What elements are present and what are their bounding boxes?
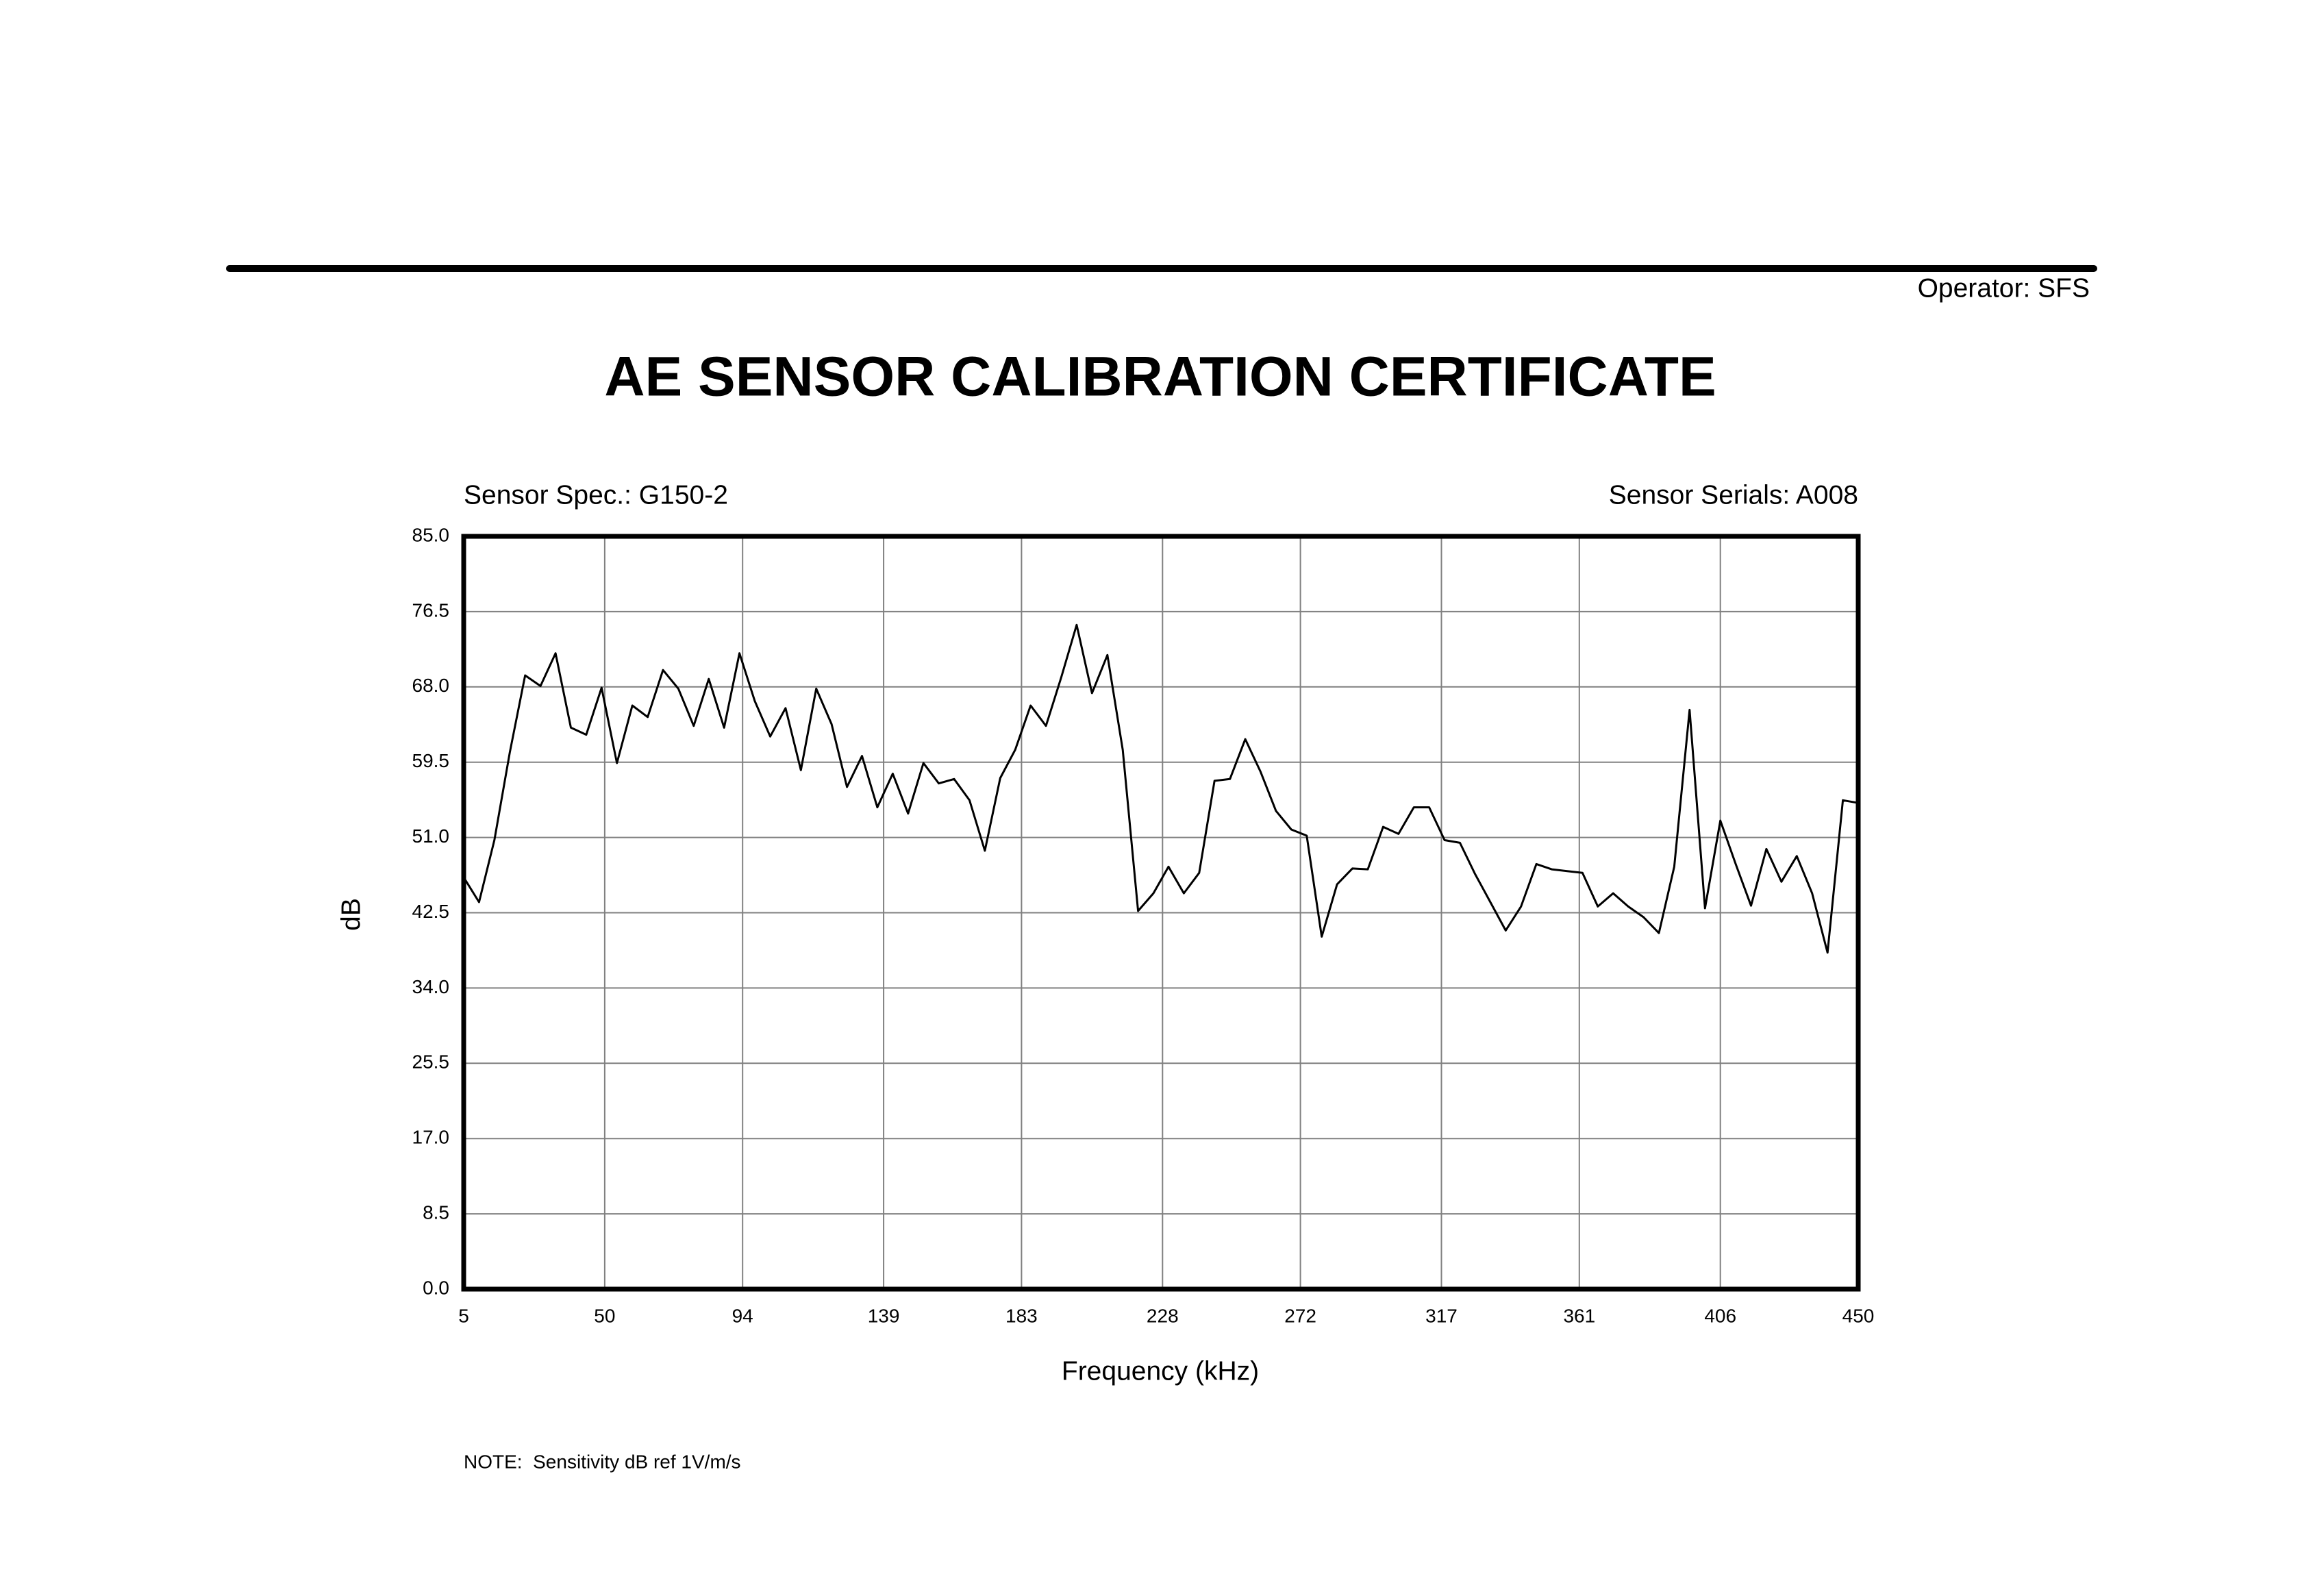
y-axis-label: dB: [336, 898, 366, 931]
x-tick-label: 183: [1005, 1305, 1038, 1326]
data-line: [462, 623, 1859, 954]
x-tick-label: 317: [1425, 1305, 1458, 1326]
sensor-serials: Sensor Serials: A008: [1609, 480, 1858, 510]
x-tick-label: 272: [1284, 1305, 1316, 1326]
y-tick-label: 85.0: [412, 524, 450, 545]
x-tick-label: 450: [1842, 1305, 1875, 1326]
y-tick-label: 76.5: [412, 599, 450, 621]
x-tick-label: 5: [458, 1305, 469, 1326]
x-axis-label: Frequency (kHz): [1062, 1356, 1259, 1386]
note: NOTE: Sensitivity dB ref 1V/m/s: [464, 1451, 741, 1472]
chart-title: AE SENSOR CALIBRATION CERTIFICATE: [604, 346, 1716, 408]
plot-border: [461, 534, 1861, 1292]
x-tick-label: 139: [868, 1305, 900, 1326]
x-tick-label: 94: [732, 1305, 753, 1326]
x-tick-label: 228: [1147, 1305, 1179, 1326]
y-tick-label: 34.0: [412, 976, 450, 997]
y-tick-label: 25.5: [412, 1051, 450, 1073]
y-tick-label: 0.0: [423, 1277, 449, 1298]
sensor-spec: Sensor Spec.: G150-2: [464, 480, 728, 510]
y-tick-label: 17.0: [412, 1127, 450, 1148]
x-tick-label: 406: [1704, 1305, 1736, 1326]
x-tick-label: 50: [594, 1305, 615, 1326]
y-tick-label: 68.0: [412, 675, 450, 696]
x-tick-label: 361: [1563, 1305, 1595, 1326]
y-tick-label: 42.5: [412, 901, 450, 922]
plot: 0.0 8.5 17.0 25.5 34.0 42.5 51.0 59.5 68.0 76.5 85…: [412, 524, 1875, 1326]
operator: Operator: SFS: [1918, 273, 2090, 303]
y-tick-label: 51.0: [412, 825, 450, 847]
y-tick-label: 59.5: [412, 750, 450, 771]
y-tick-label: 8.5: [423, 1201, 449, 1223]
